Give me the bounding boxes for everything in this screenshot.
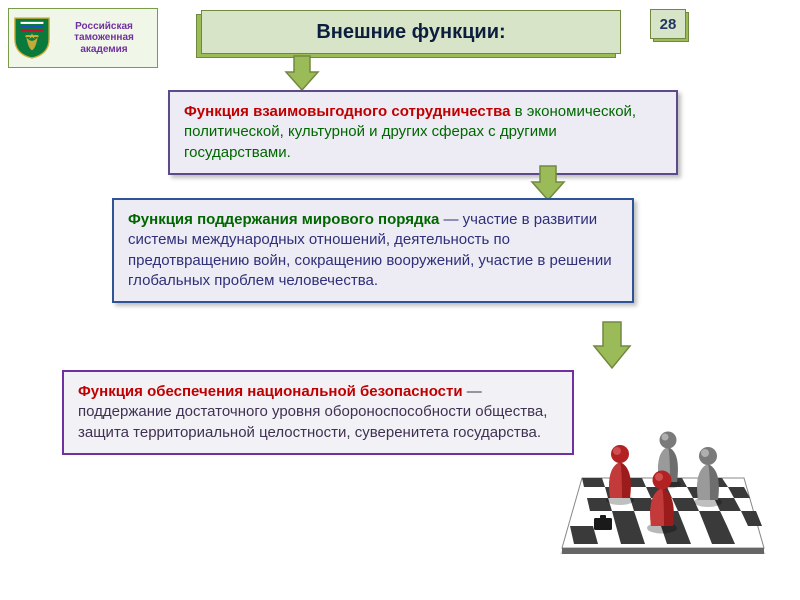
academy-box: Российскаятаможеннаяакадемия bbox=[8, 8, 158, 68]
chessboard-figures-icon bbox=[558, 378, 768, 558]
slide-title-text: Внешние функции: bbox=[316, 21, 505, 44]
box2-lead: Функция поддержания мирового порядка bbox=[128, 211, 444, 228]
arrow-shape bbox=[286, 56, 318, 90]
box1-lead: Функция взаимовыгодного сотрудничества bbox=[184, 103, 515, 120]
function-box-cooperation: Функция взаимовыгодного сотрудничества в… bbox=[168, 90, 678, 175]
page-number: 28 bbox=[650, 9, 686, 39]
page-number-text: 28 bbox=[660, 16, 677, 33]
function-box-national-security: Функция обеспечения национальной безопас… bbox=[62, 370, 574, 455]
function-box-world-order: Функция поддержания мирового порядка — у… bbox=[112, 198, 634, 303]
customs-emblem-icon bbox=[13, 16, 51, 60]
arrow-shape bbox=[594, 322, 630, 368]
arrow-shape bbox=[532, 166, 564, 200]
arrow-down-icon bbox=[592, 320, 632, 370]
arrow-down-icon bbox=[530, 164, 566, 202]
slide-title: Внешние функции: bbox=[201, 10, 621, 54]
arrow-down-icon bbox=[284, 54, 320, 92]
academy-title: Российскаятаможеннаяакадемия bbox=[55, 21, 153, 56]
box3-lead: Функция обеспечения национальной безопас… bbox=[78, 383, 467, 400]
